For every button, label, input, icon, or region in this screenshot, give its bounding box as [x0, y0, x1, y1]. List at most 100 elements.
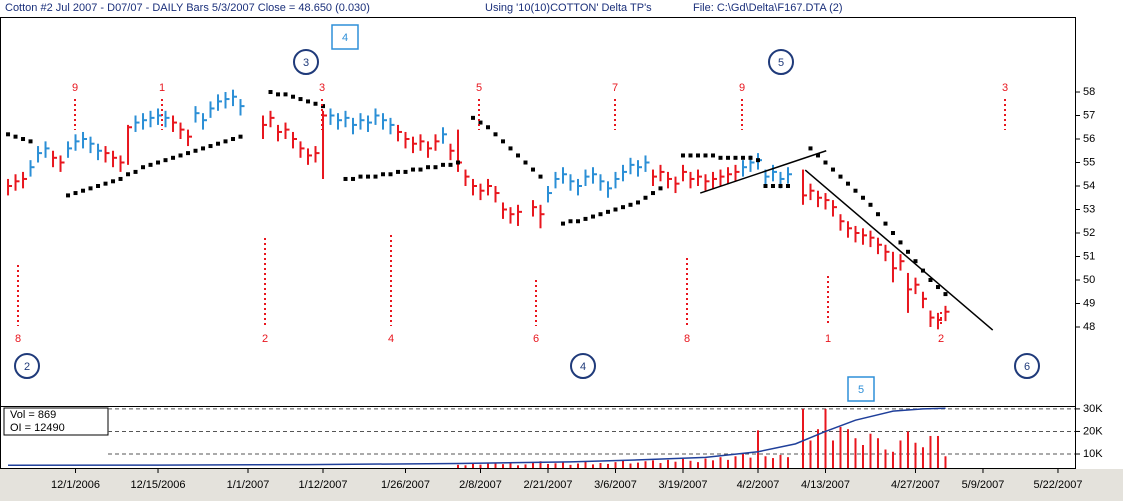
volume-legend-box	[3, 407, 109, 436]
wave-circle	[293, 49, 319, 75]
y-tick-label: 50	[1083, 274, 1095, 286]
stop-dot	[156, 160, 161, 165]
stop-dot	[186, 151, 191, 156]
date-axis-strip	[0, 469, 1123, 501]
stop-dot	[88, 186, 93, 191]
wave-label: 6	[1024, 361, 1030, 373]
stop-dot	[388, 172, 393, 177]
count-label: 6	[533, 333, 539, 345]
stop-dot	[298, 97, 303, 102]
stop-dot	[620, 205, 625, 210]
y-tick-label: 58	[1083, 86, 1095, 98]
stop-dot	[905, 249, 910, 254]
stop-dot	[830, 167, 835, 172]
wave-label: 4	[342, 32, 348, 44]
stop-dot	[658, 186, 663, 191]
stop-dot	[276, 92, 281, 97]
count-label: 2	[938, 333, 944, 345]
stop-dot	[433, 165, 438, 170]
count-label: 9	[739, 82, 745, 94]
stop-dot	[913, 259, 918, 264]
stop-dot	[501, 139, 506, 144]
x-tick-label: 4/27/2007	[891, 479, 940, 491]
stop-dot	[411, 167, 416, 172]
stop-dot	[875, 212, 880, 217]
stop-dot	[635, 200, 640, 205]
stop-dot	[860, 195, 865, 200]
y-tick-label: 51	[1083, 250, 1095, 262]
y-tick-label: 49	[1083, 297, 1095, 309]
stop-dot	[66, 193, 71, 198]
stop-dot	[133, 169, 138, 174]
count-label: 2	[262, 333, 268, 345]
y-tick-label: 53	[1083, 203, 1095, 215]
stop-dot	[343, 176, 348, 181]
stop-dot	[396, 169, 401, 174]
stop-dot	[216, 141, 221, 146]
stop-dot	[118, 176, 123, 181]
wave-label: 5	[858, 384, 864, 396]
x-tick-label: 1/26/2007	[381, 479, 430, 491]
stop-dot	[575, 219, 580, 224]
stop-dot	[163, 158, 168, 163]
x-tick-label: 1/1/2007	[227, 479, 270, 491]
header-study: Using '10(10)COTTON' Delta TP's	[485, 2, 652, 14]
stop-dot	[238, 134, 243, 139]
stop-dot	[441, 162, 446, 167]
stop-dot	[103, 181, 108, 186]
x-tick-label: 3/19/2007	[659, 479, 708, 491]
stop-dot	[605, 209, 610, 214]
stop-dot	[13, 134, 18, 139]
stop-dot	[883, 221, 888, 226]
stop-dot	[688, 153, 693, 158]
plot-frame	[0, 17, 1076, 469]
stop-dot	[590, 214, 595, 219]
stop-dot	[456, 160, 461, 165]
oi-label: OI = 12490	[10, 422, 65, 434]
stop-dot	[81, 188, 86, 193]
stop-dot	[755, 158, 760, 163]
stop-dot	[890, 231, 895, 235]
stop-dot	[208, 144, 213, 149]
stop-dot	[680, 153, 685, 158]
stop-dot	[703, 153, 708, 158]
stop-dot	[740, 155, 745, 160]
stop-dot	[763, 184, 768, 189]
count-label: 1	[159, 82, 165, 94]
stop-dot	[171, 155, 176, 160]
vol-label: Vol = 869	[10, 409, 56, 421]
stop-dot	[148, 162, 153, 167]
stop-dot	[493, 132, 498, 137]
wave-label: 5	[778, 57, 784, 69]
count-label: 3	[1002, 82, 1008, 94]
stop-dot	[373, 174, 378, 179]
stop-dot	[560, 221, 565, 226]
stop-dot	[358, 174, 363, 179]
stop-dot	[351, 176, 356, 181]
wave-box	[847, 376, 875, 402]
wave-label: 3	[303, 57, 309, 69]
stop-dot	[935, 285, 940, 290]
stop-dot	[853, 188, 858, 193]
stop-dot	[6, 132, 11, 137]
stop-dot	[306, 99, 311, 104]
stop-dot	[598, 212, 603, 217]
x-tick-label: 12/15/2006	[130, 479, 185, 491]
count-label: 3	[319, 82, 325, 94]
stop-dot	[516, 153, 521, 158]
y-tick-label: 57	[1083, 109, 1095, 121]
x-tick-label: 12/1/2006	[51, 479, 100, 491]
stop-dot	[718, 155, 723, 160]
count-label: 4	[388, 333, 394, 345]
stop-dot	[815, 153, 820, 158]
stop-dot	[403, 169, 408, 174]
stop-dot	[141, 165, 146, 170]
stop-dot	[725, 155, 730, 160]
stop-dot	[96, 184, 101, 189]
stop-dot	[823, 160, 828, 165]
y-tick-label: 54	[1083, 180, 1095, 192]
x-tick-label: 2/8/2007	[459, 479, 502, 491]
stop-dot	[748, 155, 753, 160]
x-tick-label: 4/2/2007	[737, 479, 780, 491]
